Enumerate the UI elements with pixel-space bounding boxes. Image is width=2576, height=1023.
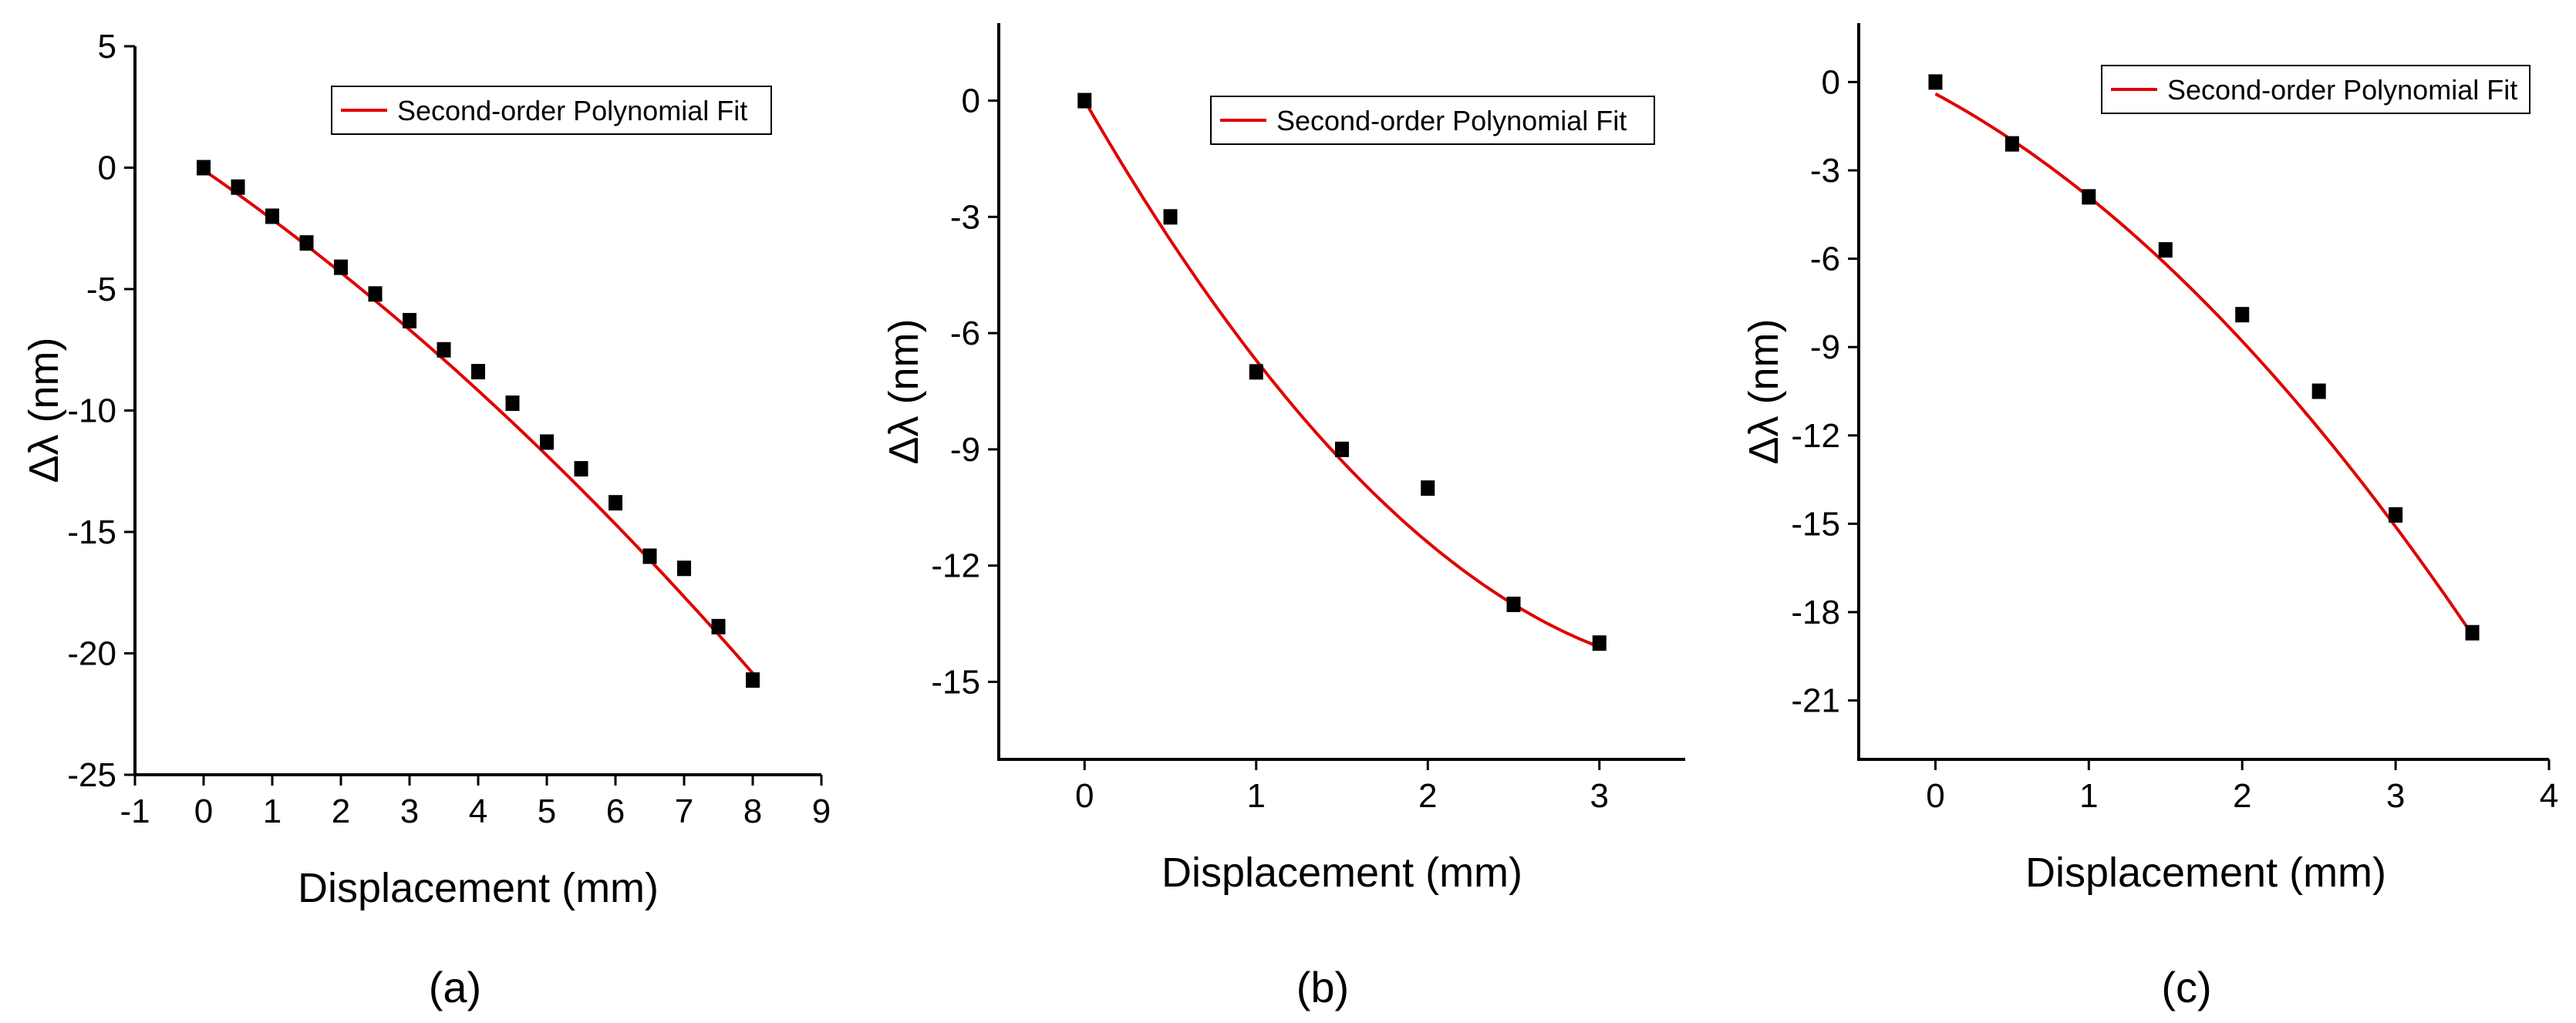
data-point <box>437 342 451 358</box>
y-tick-label: -15 <box>67 513 116 551</box>
data-point <box>334 259 348 275</box>
data-point <box>368 286 383 302</box>
data-point <box>574 461 588 477</box>
y-axis-title: Δλ (nm) <box>21 337 67 483</box>
data-point <box>2158 242 2173 258</box>
y-tick-label: -10 <box>67 392 116 430</box>
x-tick-label: 2 <box>1418 777 1437 815</box>
legend-label: Second-order Polynomial Fit <box>2167 74 2517 106</box>
y-axis-title: Δλ (nm) <box>1741 318 1787 464</box>
y-tick-label: -20 <box>67 635 116 673</box>
y-tick-label: -6 <box>950 315 980 352</box>
x-tick-label: 1 <box>1247 777 1266 815</box>
y-axis-title: Δλ (nm) <box>881 318 927 464</box>
data-point <box>299 235 314 251</box>
y-tick-label: -15 <box>1791 505 1840 543</box>
data-point <box>2389 506 2403 523</box>
x-tick-label: 2 <box>2233 777 2251 815</box>
x-tick-label: -1 <box>120 792 150 830</box>
data-point <box>1077 93 1092 109</box>
y-tick-label: -12 <box>1791 417 1840 455</box>
x-tick-label: 2 <box>332 792 350 830</box>
data-point <box>1592 635 1607 651</box>
fit-curve <box>1083 99 1600 649</box>
fit-curve <box>1934 92 2474 636</box>
x-tick-label: 3 <box>2386 777 2405 815</box>
chart-panel-c: 0 1 2 3 4 0 -3 -6 -9 -12 -15 -18 -21 Second-order Pol… <box>1741 23 2558 1011</box>
y-tick-label: -12 <box>931 547 980 585</box>
data-point <box>197 160 211 176</box>
y-tick-label: 0 <box>1822 63 1840 101</box>
data-point <box>2465 624 2480 641</box>
legend-box <box>1210 96 1655 145</box>
axis-lines <box>133 46 821 776</box>
data-point <box>1928 74 1943 90</box>
data-point <box>505 395 520 412</box>
y-tick-label: 0 <box>98 150 116 187</box>
y-tick-label: -9 <box>1810 328 1840 366</box>
x-tick-label: 6 <box>606 792 625 830</box>
chart-panel-b: 0 1 2 3 0 -3 -6 -9 -12 -15 Second-order Polynomial… <box>881 23 1685 1011</box>
data-point <box>1506 596 1521 612</box>
x-tick-label: 0 <box>194 792 213 830</box>
x-tick-label: 3 <box>400 792 419 830</box>
x-axis-title: Displacement (mm) <box>298 865 659 911</box>
y-tick-label: -25 <box>67 756 116 794</box>
data-point <box>711 618 726 634</box>
x-tick-label: 1 <box>263 792 282 830</box>
y-tick-label: -18 <box>1791 594 1840 631</box>
data-point <box>609 495 622 511</box>
y-tick-label: -3 <box>950 198 980 236</box>
x-tick-label: 9 <box>812 792 831 830</box>
data-point <box>231 179 245 195</box>
y-tick-label: -6 <box>1810 241 1840 278</box>
data-point <box>1421 480 1435 496</box>
axis-lines <box>997 23 1685 761</box>
legend-box <box>331 86 772 135</box>
data-point <box>471 364 485 380</box>
panel-label: (b) <box>1296 963 1349 1011</box>
x-tick-label: 4 <box>469 792 487 830</box>
data-point <box>403 312 416 328</box>
data-point <box>1163 209 1178 225</box>
data-point <box>746 672 760 688</box>
x-tick-label: 0 <box>1926 777 1944 815</box>
y-tick-label: -5 <box>86 271 116 308</box>
x-axis-title: Displacement (mm) <box>2025 850 2386 896</box>
legend-label: Second-order Polynomial Fit <box>1276 105 1627 136</box>
x-tick-label: 3 <box>1590 777 1609 815</box>
x-axis-title: Displacement (mm) <box>1162 850 1522 896</box>
x-tick-label: 0 <box>1075 777 1094 815</box>
axis-lines <box>1857 23 2549 761</box>
legend-box <box>2101 65 2530 114</box>
x-tick-label: 7 <box>675 792 693 830</box>
data-point <box>265 208 279 224</box>
data-point <box>2311 383 2326 399</box>
data-point <box>2082 189 2096 205</box>
x-tick-label: 8 <box>743 792 762 830</box>
y-tick-label: -15 <box>931 663 980 701</box>
y-tick-label: -3 <box>1810 152 1840 190</box>
y-tick-label: 5 <box>98 28 116 66</box>
legend-label: Second-order Polynomial Fit <box>397 95 747 126</box>
data-point <box>642 548 657 564</box>
panel-label: (a) <box>429 963 481 1011</box>
x-tick-label: 5 <box>538 792 556 830</box>
x-tick-label: 4 <box>2540 777 2558 815</box>
x-tick-label: 1 <box>2079 777 2098 815</box>
data-point <box>1249 364 1263 380</box>
data-point <box>1335 441 1349 457</box>
chart-panel-a: -1 0 1 2 3 4 5 6 7 8 950-5-10-15-20-25Second-order… <box>21 28 831 1011</box>
fit-curve <box>202 169 754 675</box>
panel-label: (c) <box>2161 963 2211 1011</box>
data-point <box>540 434 554 450</box>
data-point <box>2235 307 2250 323</box>
data-point <box>677 560 691 577</box>
y-tick-label: -21 <box>1791 682 1840 720</box>
y-tick-label: 0 <box>962 82 980 120</box>
data-point <box>2004 136 2019 152</box>
y-tick-label: -9 <box>950 431 980 469</box>
